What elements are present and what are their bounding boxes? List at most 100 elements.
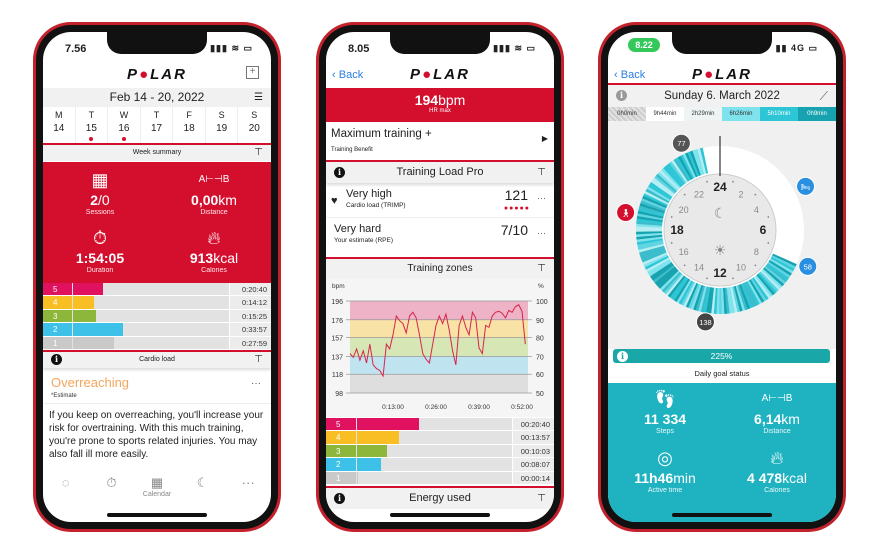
info-icon[interactable]: i — [617, 351, 628, 362]
back-button[interactable]: ‹ Back — [332, 69, 364, 81]
training-zones-bar[interactable]: Training zones ⊤ — [326, 259, 554, 279]
rpe-value: 7/10 — [500, 222, 528, 238]
activity-segment[interactable]: 6h26min — [722, 107, 760, 121]
info-icon[interactable]: i — [334, 493, 345, 504]
activity-ring-segment — [661, 271, 682, 293]
phone-activity: 8.22 ▮▮ 4G ▭ ‹ Back P●LAR i Sunday 6. Ma… — [598, 22, 846, 532]
more-icon[interactable]: ··· — [537, 228, 546, 238]
clock-hour-label: 10 — [736, 262, 746, 272]
divider — [608, 83, 836, 85]
date-label: Sunday 6. March 2022 — [664, 90, 780, 102]
activity-ring-segment — [730, 286, 738, 313]
divider — [43, 143, 271, 145]
cardio-load-row[interactable]: ♥ Very high Cardio load (TRIMP) 121 ●●●●… — [326, 185, 554, 218]
activity-ring-segment — [637, 213, 664, 221]
cardio-load-bar[interactable]: i Cardio load ⊤ — [43, 352, 271, 368]
zone-fill — [73, 296, 94, 309]
activity-ring-segment — [726, 287, 733, 314]
add-calendar-icon[interactable]: + — [246, 66, 259, 79]
nav-item[interactable]: ☾ — [180, 475, 226, 498]
activity-segment[interactable]: 0h9min — [798, 107, 836, 121]
activity-segment[interactable]: 2h29min — [684, 107, 722, 121]
marker-hr-min-bubble[interactable] — [671, 133, 691, 153]
info-icon[interactable]: i — [616, 90, 627, 101]
zone-row: 2 0:33:57 — [43, 323, 271, 337]
training-benefit-row[interactable]: Maximum training + Training Benefit ▶ — [326, 122, 554, 160]
activity-segment[interactable]: 0h0min — [608, 107, 646, 121]
activity-ring-segment — [738, 284, 751, 310]
rpe-row[interactable]: Very hard Your estimate (RPE) 7/10 ··· — [326, 219, 554, 255]
training-load-bar[interactable]: i Training Load Pro ⊤ — [326, 162, 554, 183]
home-indicator[interactable] — [107, 513, 207, 517]
energy-used-bar[interactable]: i Energy used ⊤ — [326, 488, 554, 509]
day-cell[interactable]: S 19 — [206, 107, 239, 143]
y-axis-label: bpm — [332, 283, 345, 290]
activity-segment[interactable]: 9h44min — [646, 107, 684, 121]
active-time-value: 11h46 — [634, 470, 674, 486]
zone-label: 5 — [43, 283, 72, 296]
activity-ring-segment — [671, 159, 689, 183]
day-cell[interactable]: M 14 — [43, 107, 76, 143]
zone-fill — [357, 471, 358, 484]
activity-ring-segment — [695, 285, 705, 312]
sun-icon: ☀ — [714, 242, 727, 258]
nav-item[interactable]: ▦ Calendar — [134, 475, 180, 498]
activity-ring-segment — [648, 184, 672, 200]
marker-sleep-bubble[interactable] — [796, 176, 816, 196]
cardio-load-label: Cardio load (TRIMP) — [346, 202, 406, 209]
distance-unit: km — [781, 411, 800, 427]
zone-band-5 — [350, 301, 528, 320]
activity-segments: 0h0min 9h44min 2h29min 6h26min 5h10min 0h9min — [608, 107, 836, 121]
polar-logo: P●LAR — [127, 66, 187, 83]
collapse-icon[interactable]: ⊤ — [254, 354, 263, 365]
week-summary-bar[interactable]: Week summary ⊤ — [43, 145, 271, 161]
zone-time: 0:33:57 — [229, 323, 271, 336]
heart-icon: ♥ — [331, 195, 338, 207]
nav-item[interactable]: ··· — [225, 475, 271, 498]
distance-label: Distance — [763, 428, 791, 435]
day-cell[interactable]: S 20 — [238, 107, 271, 143]
home-indicator[interactable] — [672, 513, 772, 517]
calories-label: Calories — [764, 487, 790, 494]
info-icon[interactable]: i — [334, 167, 345, 178]
activity-segment[interactable]: 5h10min — [760, 107, 798, 121]
activity-ring-segment — [636, 228, 663, 232]
activity-ring-segment — [767, 261, 791, 279]
activity-ring-segment — [768, 260, 792, 276]
nav-label: Calendar — [142, 491, 172, 498]
day-cell[interactable]: W 16 — [108, 107, 141, 143]
more-icon[interactable]: ··· — [251, 378, 261, 389]
day-cell[interactable]: T 15 — [76, 107, 109, 143]
zone-time: 00:08:07 — [512, 458, 554, 471]
divider — [326, 257, 554, 259]
line-chart-icon[interactable]: ⟋ — [819, 89, 828, 103]
more-icon[interactable]: ··· — [537, 193, 546, 203]
day-cell[interactable]: T 17 — [141, 107, 174, 143]
training-benefit-label: Training Benefit — [331, 147, 373, 153]
home-indicator[interactable] — [390, 513, 490, 517]
day-cell[interactable]: F 18 — [173, 107, 206, 143]
activity-ring-segment — [639, 202, 666, 214]
week-summary-label: Week summary — [132, 149, 182, 156]
nav-item[interactable]: ◌ — [43, 475, 89, 498]
marker-hr-max-bubble[interactable] — [695, 312, 715, 332]
nav-item[interactable]: ⏱ — [89, 475, 135, 498]
date-range-bar[interactable]: Feb 14 - 20, 2022 ☰ — [43, 88, 271, 107]
activity-ring-segment — [740, 283, 753, 309]
info-icon[interactable]: i — [51, 354, 62, 365]
polar-logo: P●LAR — [692, 66, 752, 83]
collapse-icon[interactable]: ⊤ — [254, 147, 263, 158]
collapse-icon[interactable]: ⊤ — [537, 263, 546, 274]
marker-resting-hr-bubble[interactable] — [798, 256, 818, 276]
activity-ring-segment — [636, 218, 663, 224]
collapse-icon[interactable]: ⊤ — [537, 167, 546, 178]
footsteps-icon: 👣︎ — [653, 389, 677, 409]
collapse-icon[interactable]: ⊤ — [537, 493, 546, 504]
back-button[interactable]: ‹ Back — [614, 69, 646, 81]
marker-walking-bubble[interactable] — [616, 203, 636, 223]
day-letter: F — [186, 110, 192, 120]
training-dot — [89, 137, 94, 141]
zone-bars: 5 00:20:40 4 00:13:57 3 00:10:03 2 00:08:07 1 00:… — [326, 418, 554, 485]
activity-icon: ◌ — [61, 475, 70, 490]
list-icon[interactable]: ☰ — [254, 92, 263, 103]
